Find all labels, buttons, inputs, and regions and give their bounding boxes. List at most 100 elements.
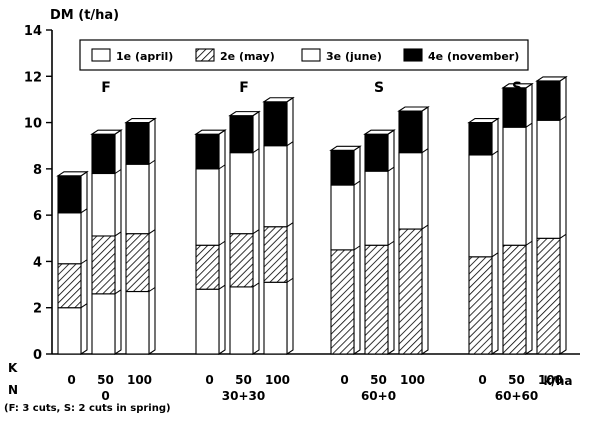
- legend-swatch: [301, 48, 321, 62]
- bar-S-60+60-k0: [467, 117, 500, 356]
- bar-top-face: [56, 171, 89, 177]
- y-tick-label: 14: [24, 24, 42, 39]
- bar-segment-cut4-november: [91, 133, 116, 175]
- bar-segment-cut2-may: [502, 244, 527, 355]
- bar-F-30+30-k100: [262, 96, 295, 356]
- bar-F-0-k50: [90, 129, 123, 356]
- bar-segment-edge: [252, 282, 260, 288]
- bar-top-face: [363, 129, 396, 135]
- k-tick-label: 50: [508, 373, 525, 387]
- y-axis-ticks: 0 2 4 6 8 10 12 14: [24, 24, 52, 363]
- bar-segment-edge: [218, 240, 226, 246]
- bar-side-face: [148, 117, 156, 356]
- bar-segment-cut2-may: [398, 228, 423, 355]
- bar-segment-edge: [218, 284, 226, 290]
- bar-segment-cut3-june: [330, 184, 355, 251]
- bar-segment-edge: [387, 166, 395, 172]
- bar-top-face: [262, 97, 295, 103]
- bar-S-60+0-k50: [363, 129, 396, 356]
- group-label: F: [101, 80, 111, 96]
- bar-segment-edge: [353, 245, 361, 251]
- bar-segment-edge: [525, 240, 533, 246]
- bars-layer: [56, 75, 568, 356]
- bar-top-face: [467, 118, 500, 124]
- bar-segment-cut2-may: [263, 226, 288, 283]
- k-tick-label: 0: [340, 373, 348, 387]
- bar-segment-edge: [114, 231, 122, 237]
- bar-segment-edge: [80, 259, 88, 265]
- legend: 1e (april) 2e (may) 3e (june) 4e (november): [79, 39, 529, 71]
- n-tick-label: 60+0: [361, 389, 396, 403]
- bar-segment-edge: [286, 222, 294, 228]
- footnote: (F: 3 cuts, S: 2 cuts in spring): [4, 403, 171, 414]
- legend-entry-label: 1e (april): [116, 50, 173, 63]
- bar-segment-cut4-november: [398, 110, 423, 154]
- bar-segment-cut2-may: [536, 237, 561, 355]
- bar-segment-cut3-june: [364, 170, 389, 246]
- bar-side-face: [421, 105, 429, 356]
- k-tick-label: 100: [400, 373, 425, 387]
- bar-top-face: [329, 145, 362, 151]
- k-row-label: K: [8, 361, 18, 375]
- k-tick-label: 100: [265, 373, 290, 387]
- bar-segment-cut2-may: [57, 263, 82, 309]
- y-tick-label: 8: [33, 163, 42, 178]
- bar-segment-cut4-november: [263, 101, 288, 147]
- bar-segment-cut4-november: [195, 133, 220, 170]
- bar-segment-edge: [148, 159, 156, 165]
- bar-segment-edge: [218, 164, 226, 170]
- y-tick-label: 10: [24, 117, 42, 132]
- y-tick-label: 12: [24, 70, 42, 85]
- bar-segment-edge: [286, 277, 294, 283]
- bar-segment-edge: [491, 150, 499, 156]
- bar-segment-cut3-june: [502, 126, 527, 246]
- k-tick-label: 0: [478, 373, 486, 387]
- bar-segment-cut3-june: [91, 172, 116, 237]
- bar-side-face: [353, 145, 361, 356]
- bar-F-0-k100: [124, 117, 157, 356]
- bar-top-face: [194, 129, 227, 135]
- bar-segment-cut1-april: [125, 290, 150, 355]
- bar-segment-edge: [559, 233, 567, 239]
- bar-segment-cut2-may: [468, 256, 493, 355]
- group-label: S: [374, 80, 384, 96]
- bar-S-60+60-k100: [535, 75, 568, 356]
- bar-segment-cut2-may: [195, 244, 220, 290]
- legend-entry-label: 4e (november): [428, 50, 519, 63]
- bar-segment-edge: [252, 148, 260, 154]
- bar-segment-cut4-november: [468, 122, 493, 156]
- bar-segment-edge: [286, 141, 294, 147]
- y-axis-title: DM (t/ha): [50, 8, 119, 23]
- k-tick-label: 50: [235, 373, 252, 387]
- bar-segment-cut3-june: [398, 152, 423, 230]
- k-tick-label: 0: [67, 373, 75, 387]
- n-tick-label: 30+30: [222, 389, 265, 403]
- bar-top-face: [228, 111, 261, 117]
- bar-segment-cut3-june: [57, 212, 82, 265]
- bar-F-30+30-k0: [194, 129, 227, 356]
- bar-segment-cut4-november: [57, 175, 82, 214]
- y-tick-label: 2: [33, 302, 42, 317]
- bar-segment-cut3-june: [536, 119, 561, 239]
- legend-swatch: [403, 48, 423, 62]
- bar-segment-edge: [525, 122, 533, 128]
- bar-segment-cut3-june: [263, 145, 288, 228]
- bar-segment-edge: [148, 229, 156, 235]
- bar-F-0-k0: [56, 170, 89, 356]
- unit-label: k/ha: [543, 374, 572, 388]
- bar-top-face: [397, 106, 430, 112]
- bar-segment-edge: [148, 287, 156, 292]
- bar-S-60+0-k100: [397, 105, 430, 356]
- k-tick-label: 0: [205, 373, 213, 387]
- bar-side-face: [114, 129, 122, 356]
- bar-top-face: [501, 83, 534, 89]
- n-row-label: N: [8, 383, 18, 397]
- bar-segment-edge: [559, 115, 567, 121]
- bar-segment-edge: [114, 169, 122, 174]
- bar-segment-cut2-may: [364, 244, 389, 355]
- bar-segment-cut1-april: [229, 286, 254, 355]
- bar-segment-cut4-november: [229, 115, 254, 154]
- y-tick-label: 6: [33, 209, 42, 224]
